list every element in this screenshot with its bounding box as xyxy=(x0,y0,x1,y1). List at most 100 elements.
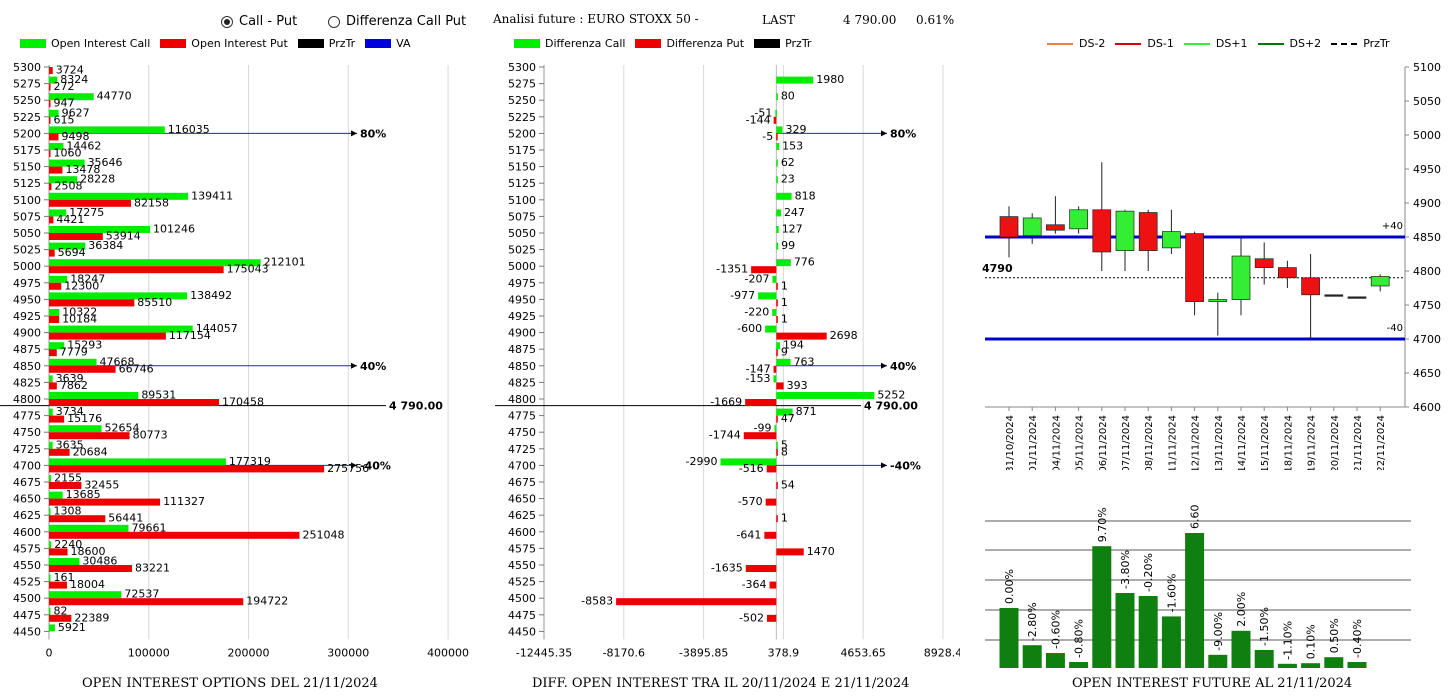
oi-future-bar xyxy=(1045,653,1065,668)
bar-value-label: -1744 xyxy=(709,429,741,442)
date-label: 04/11/2024 xyxy=(1051,415,1062,470)
candle-up xyxy=(1022,217,1042,236)
date-label: 22/11/2024 xyxy=(1376,415,1387,470)
strike-label: 5075 xyxy=(508,210,536,223)
right-footer: OPEN INTEREST FUTURE AL 21/11/2024 xyxy=(1072,676,1353,691)
bar-value-label: 138492 xyxy=(190,289,232,302)
call-bar xyxy=(49,292,188,300)
oi-future-label: -1.60% xyxy=(1165,573,1178,612)
y-tick-label: 4850 xyxy=(1413,231,1441,244)
arrow-icon xyxy=(881,362,887,369)
strike-label: 5225 xyxy=(508,111,536,124)
strike-label: 4725 xyxy=(13,443,41,456)
strike-label: 4575 xyxy=(508,542,536,555)
strike-label: 4800 xyxy=(13,393,41,406)
candle-down xyxy=(1092,209,1112,253)
put-bar xyxy=(49,183,52,191)
x-tick-label: 100000 xyxy=(128,646,170,659)
oi-future-label: 0.50% xyxy=(1328,618,1341,653)
legend-przTr: PrzTr xyxy=(297,37,355,50)
strike-label: 4825 xyxy=(508,376,536,389)
put-bar xyxy=(776,349,778,357)
bar-value-label: 17275 xyxy=(69,206,104,219)
future-candlestick-chart: 4600 4650 4700 4750 4800 4850 4900 4950 5000 5050… xyxy=(982,61,1441,470)
bar-value-label: 2240 xyxy=(54,538,82,551)
arrow-icon xyxy=(351,130,357,137)
oi-future-bar xyxy=(1301,663,1321,668)
ds-band-label: +40 xyxy=(1382,221,1403,232)
strike-label: 5175 xyxy=(13,144,41,157)
y-tick-label: 4700 xyxy=(1413,333,1441,346)
arrow-icon xyxy=(881,462,887,469)
candle-down xyxy=(1138,212,1158,251)
bar-value-label: 7862 xyxy=(60,379,88,392)
oi-future-bar xyxy=(1161,616,1181,668)
put-bar xyxy=(49,581,67,589)
oi-future-bar xyxy=(1347,662,1367,668)
candle-up xyxy=(1069,209,1088,230)
bar-value-label: 80 xyxy=(781,90,795,103)
put-bar xyxy=(49,432,130,440)
legend-ds+2: DS+2 xyxy=(1257,37,1321,50)
right-legend: DS-2 DS-1 DS+1 DS+2 PrzTr xyxy=(1047,37,1400,50)
przTr-label: 4 790.00 xyxy=(389,400,443,413)
put-bar xyxy=(49,399,220,406)
bar-value-label: 177319 xyxy=(229,455,271,468)
bar-value-label: 18004 xyxy=(70,578,105,591)
legend-ds+1: DS+1 xyxy=(1183,37,1248,50)
put-bar xyxy=(49,299,135,307)
va-label: 40% xyxy=(890,360,916,373)
date-label: 19/11/2024 xyxy=(1307,415,1318,470)
bar-value-label: 272 xyxy=(54,80,75,93)
call-bar xyxy=(49,475,52,482)
strike-label: 4975 xyxy=(508,277,536,290)
bar-value-label: -977 xyxy=(730,289,755,302)
oi-future-chart: 0.00% -2.80% -0.60% -0.80% 9.70% -3.80% -0.20%… xyxy=(985,505,1411,668)
bar-value-label: -147 xyxy=(746,362,771,375)
strike-label: 4925 xyxy=(13,310,41,323)
legend-oi-call: Open Interest Call xyxy=(20,37,150,50)
bar-value-label: 36384 xyxy=(88,239,123,252)
bar-value-label: 247 xyxy=(784,206,805,219)
radio-differenza[interactable]: Differenza Call Put xyxy=(328,14,466,29)
strike-label: 5175 xyxy=(508,144,536,157)
strike-label: 4850 xyxy=(508,360,536,373)
y-tick-label: 5100 xyxy=(1413,61,1441,74)
x-tick-label: 200000 xyxy=(228,646,270,659)
oi-future-label: -0.80% xyxy=(1073,619,1086,658)
arrow-icon xyxy=(351,462,357,469)
radio-call-put[interactable]: Call - Put xyxy=(221,14,297,29)
candle-up xyxy=(1162,231,1181,249)
put-bar xyxy=(766,614,777,622)
strike-label: 4975 xyxy=(13,277,41,290)
call-bar xyxy=(49,558,80,565)
bar-value-label: 9 xyxy=(781,346,788,359)
strike-label: 4475 xyxy=(508,609,536,622)
call-bar xyxy=(49,375,53,383)
call-bar xyxy=(772,309,777,316)
bar-value-label: 144057 xyxy=(196,322,238,335)
left-legend: Open Interest Call Open Interest Put Prz… xyxy=(20,37,421,50)
bar-value-label: -99 xyxy=(754,422,772,435)
candle-down xyxy=(1254,258,1274,268)
strike-label: 5050 xyxy=(508,227,536,240)
put-bar xyxy=(776,415,778,423)
put-bar xyxy=(49,614,72,622)
middle-footer: DIFF. OPEN INTEREST TRA IL 20/11/2024 E … xyxy=(532,676,910,691)
put-bar xyxy=(773,116,777,124)
y-tick-label: 4600 xyxy=(1413,401,1441,414)
strike-label: 4800 xyxy=(508,393,536,406)
bar-value-label: -5 xyxy=(762,130,773,143)
strike-label: 4550 xyxy=(13,559,41,572)
date-label: 12/11/2024 xyxy=(1191,415,1202,470)
bar-value-label: 56441 xyxy=(108,512,143,525)
bar-value-label: -641 xyxy=(736,528,761,541)
legend-va: VA xyxy=(365,37,411,50)
strike-label: 4625 xyxy=(508,509,536,522)
call-bar xyxy=(49,441,53,449)
bar-value-label: 329 xyxy=(785,123,806,136)
put-bar xyxy=(49,349,57,357)
call-bar xyxy=(49,192,189,200)
bar-value-label: 47668 xyxy=(100,355,135,368)
x-tick-label: 8928.4 xyxy=(924,646,960,659)
